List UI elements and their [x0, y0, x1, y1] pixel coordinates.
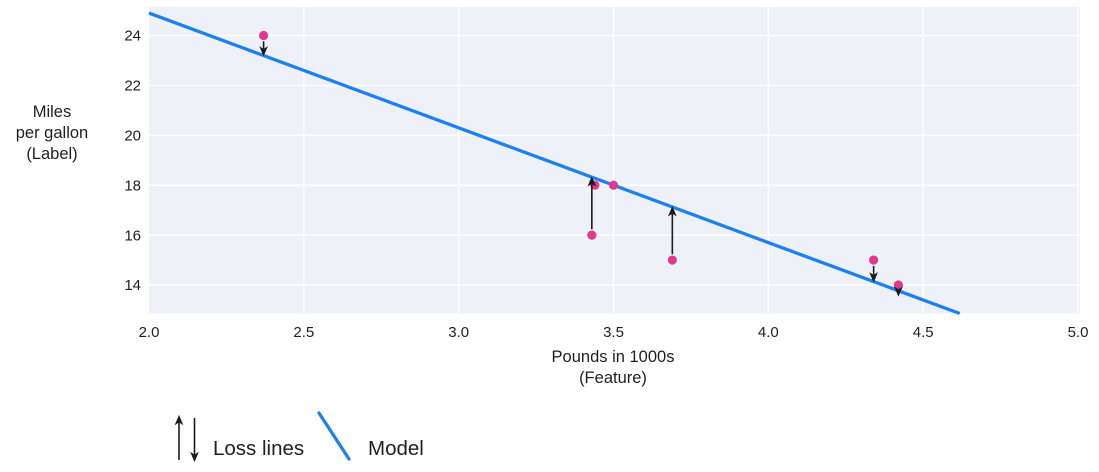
x-tick-label: 4.5	[913, 324, 934, 341]
x-tick-label: 5.0	[1068, 324, 1089, 341]
plot-area	[149, 7, 1080, 314]
legend-model-label: Model	[368, 437, 424, 460]
model-line-icon	[317, 411, 351, 461]
data-point	[893, 280, 904, 290]
y-tick-label: 18	[124, 177, 141, 194]
x-tick-label: 3.5	[603, 324, 624, 341]
x-tick-label: 2.5	[293, 324, 314, 341]
x-tick-label: 2.0	[139, 324, 160, 341]
legend-loss-label: Loss lines	[213, 437, 304, 460]
y-axis-label: per gallon	[16, 124, 88, 142]
y-axis-label: Miles	[33, 103, 72, 121]
data-point	[667, 255, 677, 265]
chart-layer: 2.0 2.5 3.0 3.5 4.0 4.5 5.0 14 16 18 20 22 24 Miles pe…	[16, 7, 1089, 387]
model-line	[148, 11, 961, 316]
y-tick-label: 14	[124, 277, 141, 294]
x-axis-label: Pounds in 1000s	[552, 348, 675, 366]
y-tick-label: 24	[124, 28, 141, 45]
x-tick-label: 4.0	[758, 324, 779, 341]
y-axis-label: (Label)	[26, 145, 77, 163]
legend: Loss lines Model	[174, 411, 424, 463]
x-tick-label: 3.0	[448, 324, 469, 341]
y-tick-label: 16	[124, 227, 141, 244]
data-point	[608, 180, 619, 190]
y-tick-label: 22	[124, 78, 141, 95]
x-axis-label: (Feature)	[579, 369, 647, 387]
data-point	[258, 30, 269, 41]
y-tick-label: 20	[124, 128, 141, 145]
data-point	[869, 255, 879, 265]
data-point	[587, 230, 597, 240]
